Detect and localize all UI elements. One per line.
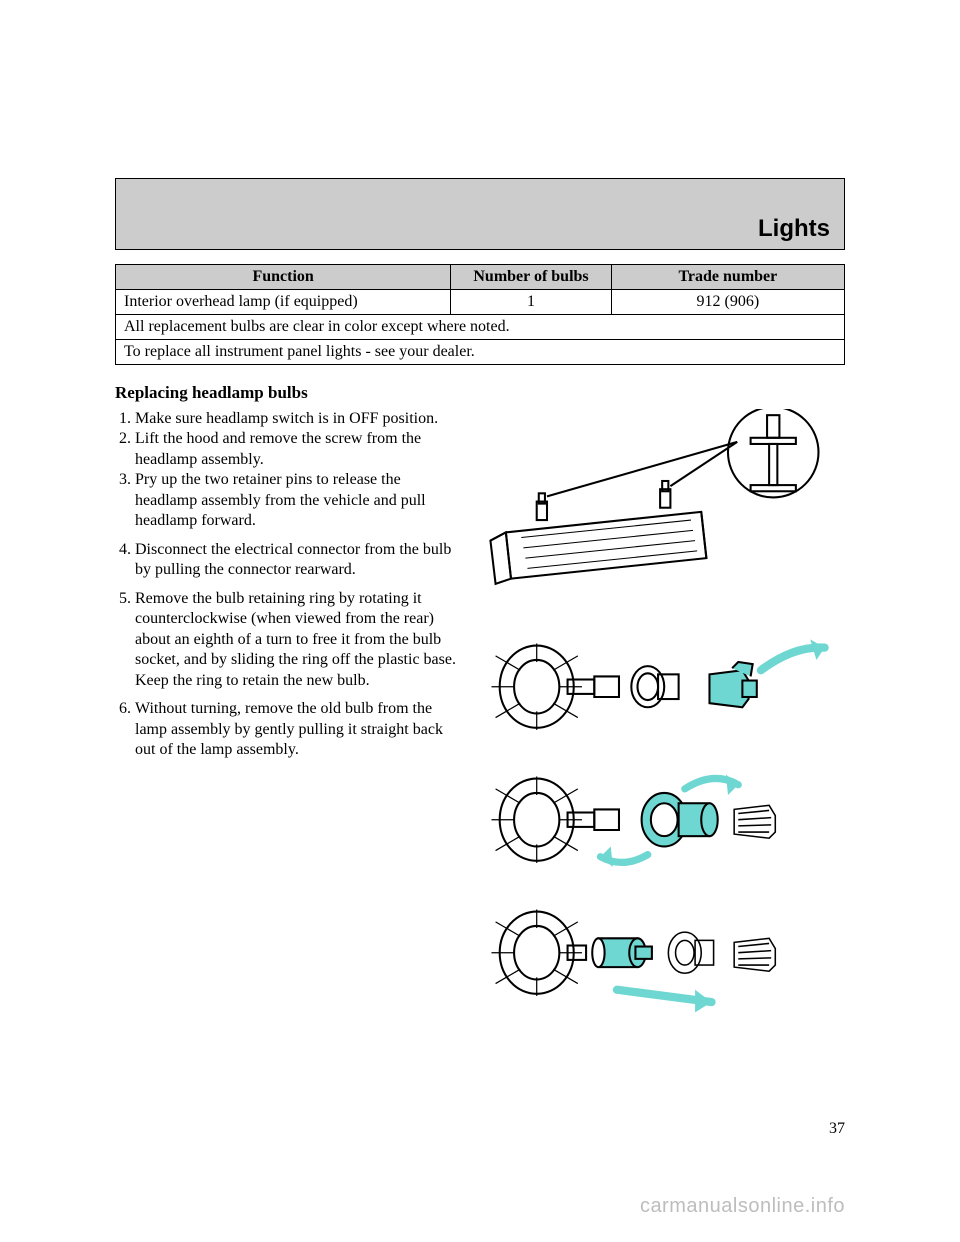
bulb-spec-table: Function Number of bulbs Trade number In…: [115, 264, 845, 365]
headlamp-assembly-figure: [475, 409, 845, 615]
illustration-column: [475, 409, 845, 1015]
step-5: Remove the bulb retaining ring by rotati…: [135, 589, 457, 691]
table-note: All replacement bulbs are clear in color…: [116, 315, 845, 340]
step-1: Make sure headlamp switch is in OFF posi…: [135, 409, 457, 429]
header-bar: Lights: [115, 178, 845, 250]
cell-trade: 912 (906): [611, 290, 844, 315]
section-heading: Replacing headlamp bulbs: [115, 383, 845, 403]
step-6: Without turning, remove the old bulb fro…: [135, 699, 457, 760]
page-number: 37: [829, 1120, 845, 1138]
retaining-ring-figure: [475, 758, 845, 881]
table-col-trade: Trade number: [611, 265, 844, 290]
cell-function: Interior overhead lamp (if equipped): [116, 290, 451, 315]
connector-disconnect-figure: [475, 625, 845, 748]
watermark: carmanualsonline.info: [640, 1195, 845, 1218]
table-row: Interior overhead lamp (if equipped) 1 9…: [116, 290, 845, 315]
step-4: Disconnect the electrical connector from…: [135, 540, 457, 581]
table-col-function: Function: [116, 265, 451, 290]
step-3: Pry up the two retainer pins to release …: [135, 470, 457, 531]
table-note-row: All replacement bulbs are clear in color…: [116, 315, 845, 340]
table-note-row: To replace all instrument panel lights -…: [116, 340, 845, 365]
instruction-text: Make sure headlamp switch is in OFF posi…: [115, 409, 457, 1015]
page-title: Lights: [758, 215, 830, 243]
table-col-number: Number of bulbs: [451, 265, 611, 290]
bulb-removal-figure: [475, 891, 845, 1014]
table-note: To replace all instrument panel lights -…: [116, 340, 845, 365]
step-2: Lift the hood and remove the screw from …: [135, 429, 457, 470]
cell-number: 1: [451, 290, 611, 315]
